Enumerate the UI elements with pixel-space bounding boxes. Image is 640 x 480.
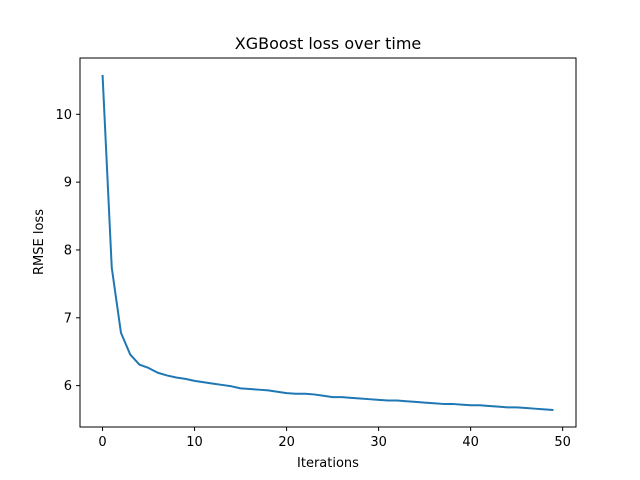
y-tick-label: 6 [64, 379, 72, 394]
x-tick-label: 40 [462, 435, 479, 450]
y-axis-ticks: 6 7 8 9 10 [55, 108, 80, 394]
loss-series-line [101, 74, 554, 412]
x-tick-label: 10 [186, 435, 203, 450]
x-tick-label: 20 [278, 435, 295, 450]
plot-area [101, 74, 554, 412]
y-axis-label: RMSE loss [32, 209, 47, 275]
x-axis-ticks: 0 10 20 30 40 50 [98, 427, 571, 450]
x-tick-label: 50 [554, 435, 571, 450]
x-tick-label: 30 [370, 435, 387, 450]
x-axis-label: Iterations [297, 456, 359, 471]
y-tick-label: 7 [64, 311, 72, 326]
y-tick-label: 10 [55, 108, 72, 123]
x-tick-label: 0 [98, 435, 106, 450]
chart-title: XGBoost loss over time [235, 34, 422, 53]
y-tick-label: 8 [64, 243, 72, 258]
y-tick-label: 9 [64, 176, 72, 191]
plot-frame [79, 57, 577, 428]
